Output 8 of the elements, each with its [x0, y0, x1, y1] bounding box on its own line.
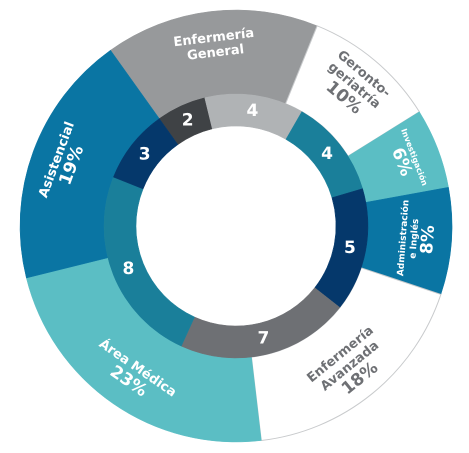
data-label: 4	[321, 144, 334, 164]
data-label: 3	[138, 144, 151, 164]
data-label: 8	[122, 259, 134, 280]
data-label: 7	[258, 328, 270, 349]
slice-label: Enfermería General	[172, 26, 255, 64]
data-label: 4	[246, 101, 258, 122]
data-label: 5	[344, 238, 356, 258]
data-label: 2	[182, 110, 194, 131]
